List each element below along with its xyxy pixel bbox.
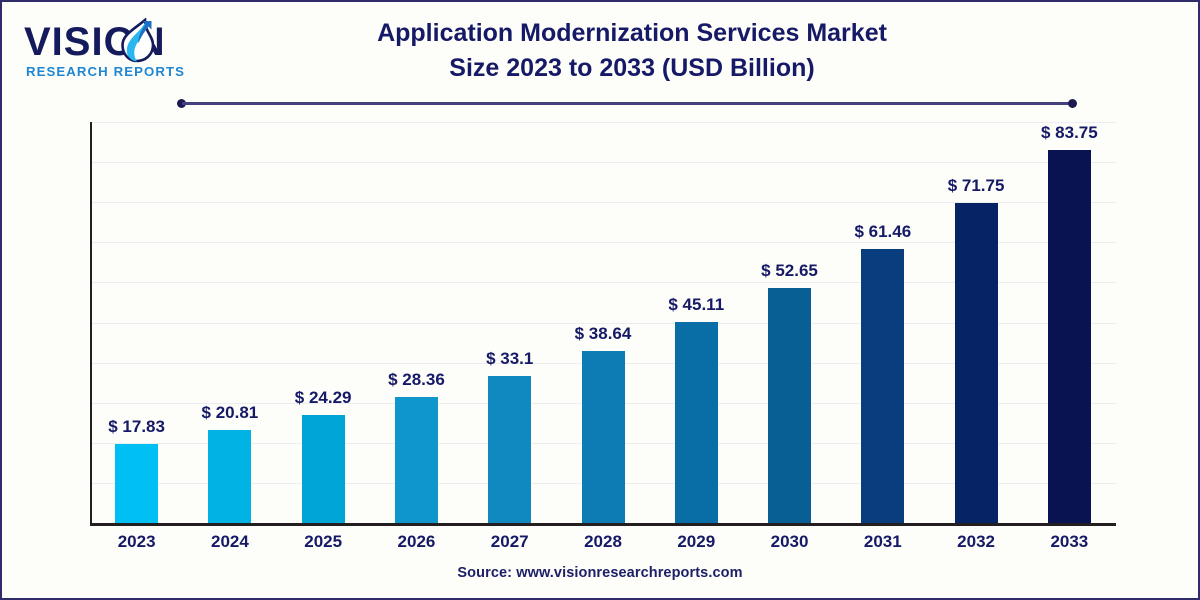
bar-value-label: $ 33.1 (486, 348, 534, 368)
gridline (90, 202, 1116, 204)
bar-group[interactable]: $ 45.11 (668, 122, 724, 523)
bar-value-label: $ 45.11 (668, 295, 725, 315)
title-divider (177, 99, 1077, 108)
bar-value-label: $ 24.29 (294, 387, 352, 407)
divider-dot-left (177, 99, 186, 108)
x-axis-tick-label: 2030 (770, 532, 809, 551)
x-axis-tick-label: 2026 (397, 532, 436, 551)
bar-value-label: $ 17.83 (108, 416, 165, 436)
bar-value-label: $ 83.75 (1040, 122, 1098, 142)
bar-group[interactable]: $ 52.65 (761, 122, 818, 523)
gridline (90, 322, 1116, 324)
bar[interactable] (301, 414, 345, 523)
x-axis-tick-label: 2031 (863, 532, 902, 551)
bar[interactable] (768, 288, 812, 523)
bar-chart-plot-area: $ 17.83 $ 20.81 $ 24.29 $ 28.36 $ 33.1 $ 38.6… (90, 122, 1116, 526)
y-axis-line (90, 122, 92, 525)
x-axis-line (90, 523, 1116, 526)
brand-logo: VISION RESEARCH REPORTS (24, 14, 189, 86)
gridline (90, 242, 1116, 244)
x-axis-tick-label: 2023 (117, 532, 156, 551)
logo-wordmark: VISION (24, 20, 166, 64)
water-drop-arrow-icon (121, 18, 154, 63)
bar-value-label: $ 61.46 (854, 222, 912, 242)
bar-value-label: $ 28.36 (388, 369, 445, 389)
logo-tagline: RESEARCH REPORTS (26, 64, 186, 79)
source-caption: Source: www.visionresearchreports.com (457, 565, 743, 581)
divider-dot-right (1068, 99, 1077, 108)
chart-title-line-2: Size 2023 to 2033 (USD Billion) (449, 54, 815, 82)
bar[interactable] (208, 430, 252, 523)
bar-group[interactable]: $ 17.83 (108, 122, 165, 523)
chart-header: VISION RESEARCH REPORTS Application Mode… (2, 2, 1198, 108)
x-axis-tick-label: 2025 (304, 532, 343, 551)
bar[interactable] (488, 375, 532, 523)
bar-value-label: $ 71.75 (947, 176, 1005, 196)
bar-group[interactable]: $ 83.75 (1041, 122, 1098, 523)
bar[interactable] (954, 203, 998, 523)
bar-group[interactable]: $ 28.36 (388, 122, 445, 523)
x-axis-tick-label: 2033 (1050, 532, 1089, 551)
bar-group[interactable]: $ 20.81 (202, 122, 258, 523)
chart-title: Application Modernization Services Marke… (202, 16, 1062, 86)
bar[interactable] (861, 249, 905, 523)
x-axis-tick-label: 2029 (677, 532, 716, 551)
chart-title-line-1: Application Modernization Services Marke… (377, 19, 887, 47)
divider-line (182, 102, 1072, 105)
gridline (90, 122, 1116, 123)
bar[interactable] (581, 350, 625, 523)
bar[interactable] (394, 396, 438, 523)
gridline (90, 162, 1116, 164)
chart-bars: $ 17.83 $ 20.81 $ 24.29 $ 28.36 $ 33.1 $ 38.6… (90, 122, 1116, 523)
bar[interactable] (674, 322, 718, 523)
bar-group[interactable]: $ 61.46 (854, 122, 911, 523)
bar[interactable] (115, 443, 159, 523)
x-axis-tick-label: 2024 (210, 532, 249, 551)
bar-group[interactable]: $ 24.29 (295, 122, 352, 523)
bar-group[interactable]: $ 71.75 (948, 122, 1004, 523)
bar-value-label: $ 52.65 (761, 261, 818, 281)
x-axis-tick-label: 2027 (490, 532, 529, 551)
x-axis-tick-labels: 2023 2024 2025 2026 2027 2028 2029 2030 2031 2032… (90, 529, 1116, 555)
bar-value-label: $ 20.81 (201, 403, 259, 423)
x-axis-tick-label: 2028 (584, 532, 622, 551)
bar[interactable] (1047, 149, 1091, 523)
bar-value-label: $ 38.64 (574, 323, 632, 343)
gridline (90, 282, 1116, 284)
bar-group[interactable]: $ 33.1 (486, 122, 533, 523)
bar-group[interactable]: $ 38.64 (575, 122, 631, 523)
x-axis-tick-label: 2032 (957, 532, 995, 551)
